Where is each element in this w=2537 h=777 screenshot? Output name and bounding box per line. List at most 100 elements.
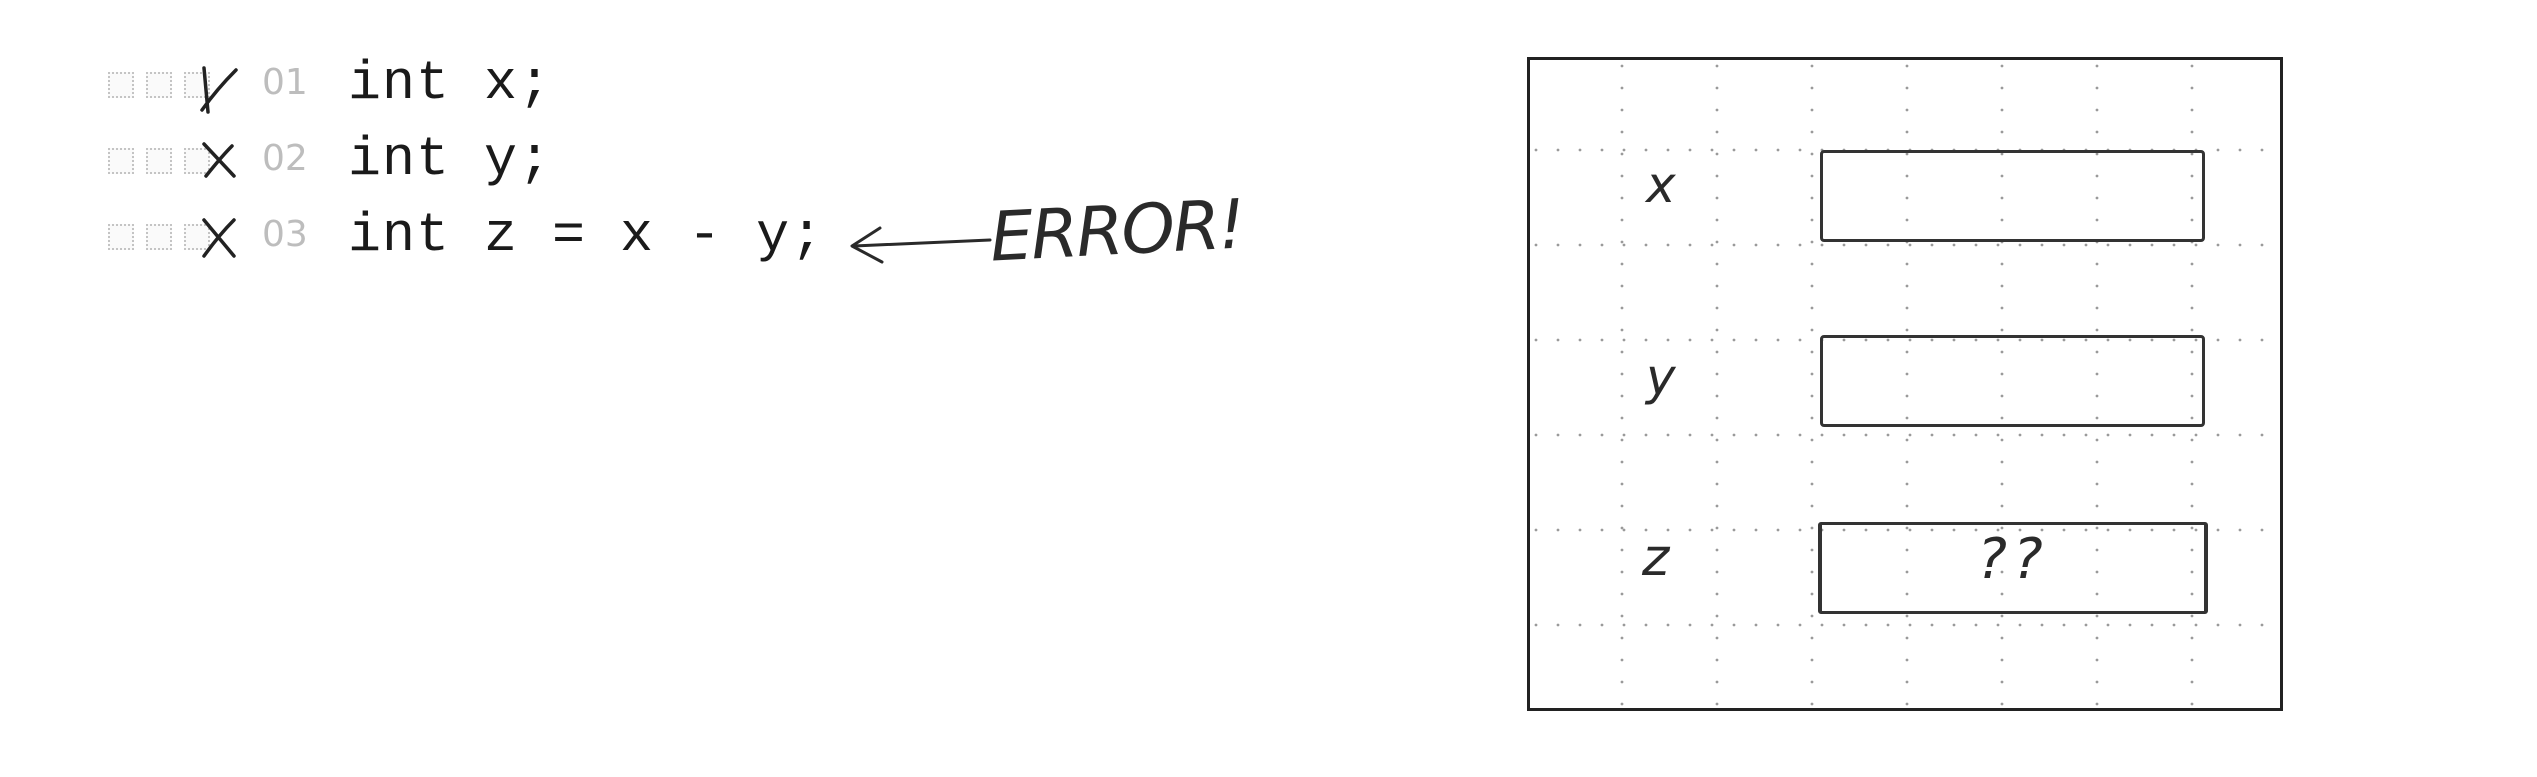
grid-dot	[1810, 130, 1814, 134]
grid-dot	[1715, 526, 1719, 530]
grid-dot	[2000, 372, 2004, 376]
grid-dot	[2190, 218, 2194, 222]
grid-dot	[1930, 528, 1934, 532]
grid-dot	[2190, 570, 2194, 574]
line-number: 01	[262, 62, 308, 103]
grid-dot	[1688, 243, 1692, 247]
grid-dot	[2062, 243, 2066, 247]
grid-dot	[2095, 680, 2099, 684]
grid-dot	[2190, 394, 2194, 398]
grid-dot	[1715, 262, 1719, 266]
grid-dot	[1600, 433, 1604, 437]
grid-dot	[2095, 570, 2099, 574]
cell-value-z: ??	[1977, 527, 2049, 592]
grid-dot	[1715, 152, 1719, 156]
grid-dot	[1620, 570, 1624, 574]
grid-dot	[1842, 433, 1846, 437]
grid-dot	[1864, 243, 1868, 247]
grid-dot	[2238, 528, 2242, 532]
checkbox-icon[interactable]	[146, 224, 172, 250]
grid-dot	[1715, 284, 1719, 288]
checkbox-icon[interactable]	[146, 148, 172, 174]
error-annotation: ERROR!	[988, 185, 1246, 278]
grid-dot	[2018, 623, 2022, 627]
checkbox-icon[interactable]	[184, 224, 210, 250]
checkbox-icon[interactable]	[108, 148, 134, 174]
grid-dot	[2018, 338, 2022, 342]
grid-dot	[2084, 243, 2088, 247]
grid-dot	[1905, 394, 1909, 398]
grid-dot	[1715, 174, 1719, 178]
checkbox-icon[interactable]	[146, 72, 172, 98]
grid-dot	[1644, 623, 1648, 627]
grid-dot	[2062, 528, 2066, 532]
grid-dot	[1620, 636, 1624, 640]
grid-dot	[1556, 243, 1560, 247]
grid-dot	[2190, 460, 2194, 464]
grid-dot	[1905, 460, 1909, 464]
grid-dot	[2095, 130, 2099, 134]
grid-dot	[2040, 338, 2044, 342]
grid-dot	[1715, 702, 1719, 706]
grid-dot	[1754, 433, 1758, 437]
grid-dot	[1715, 570, 1719, 574]
grid-dot	[1864, 433, 1868, 437]
variable-label-z: z	[1642, 528, 1670, 588]
grid-dot	[2216, 338, 2220, 342]
grid-dot	[1754, 338, 1758, 342]
grid-dot	[1864, 623, 1868, 627]
grid-dot	[2128, 528, 2132, 532]
grid-dot	[2106, 528, 2110, 532]
grid-dot	[1644, 338, 1648, 342]
grid-dot	[1798, 433, 1802, 437]
grid-dot	[1864, 338, 1868, 342]
grid-dot	[2084, 623, 2088, 627]
grid-dot	[1974, 433, 1978, 437]
checkbox-icon[interactable]	[108, 224, 134, 250]
grid-dot	[1905, 174, 1909, 178]
grid-dot	[1715, 636, 1719, 640]
grid-dot	[2190, 152, 2194, 156]
grid-dot	[2000, 416, 2004, 420]
grid-dot	[2190, 284, 2194, 288]
checkbox-icon[interactable]	[108, 72, 134, 98]
grid-dot	[1534, 433, 1538, 437]
grid-dot	[1810, 152, 1814, 156]
checkbox-icon[interactable]	[184, 148, 210, 174]
grid-dot	[2194, 623, 2198, 627]
grid-dot	[1622, 433, 1626, 437]
grid-dot	[1810, 482, 1814, 486]
grid-dot	[1776, 338, 1780, 342]
grid-dot	[1732, 243, 1736, 247]
grid-dot	[1710, 623, 1714, 627]
grid-dot	[1620, 416, 1624, 420]
grid-dot	[1905, 658, 1909, 662]
grid-dot	[1776, 148, 1780, 152]
grid-dot	[2000, 526, 2004, 530]
grid-dot	[1666, 433, 1670, 437]
grid-dot	[2190, 262, 2194, 266]
grid-dot	[1666, 338, 1670, 342]
grid-dot	[2000, 86, 2004, 90]
grid-dot	[1620, 438, 1624, 442]
memory-panel: x y z ??	[1527, 57, 2283, 711]
grid-dot	[1905, 306, 1909, 310]
grid-dot	[2000, 460, 2004, 464]
grid-dot	[2216, 528, 2220, 532]
grid-dot	[2095, 526, 2099, 530]
grid-dot	[1776, 623, 1780, 627]
grid-dot	[2128, 623, 2132, 627]
grid-dot	[2216, 148, 2220, 152]
grid-dot	[2190, 174, 2194, 178]
grid-dot	[1810, 328, 1814, 332]
grid-dot	[1620, 658, 1624, 662]
grid-dot	[2018, 243, 2022, 247]
grid-dot	[2190, 306, 2194, 310]
grid-dot	[2095, 482, 2099, 486]
grid-dot	[2095, 284, 2099, 288]
grid-dot	[2000, 196, 2004, 200]
grid-dot	[2000, 262, 2004, 266]
grid-dot	[1620, 240, 1624, 244]
grid-dot	[1666, 243, 1670, 247]
